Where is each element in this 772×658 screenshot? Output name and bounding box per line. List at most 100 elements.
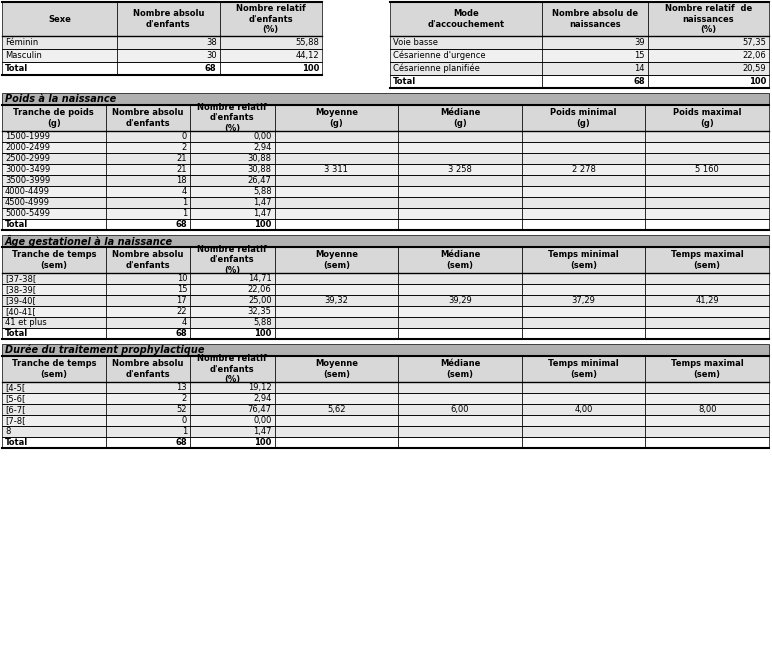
Text: 5,88: 5,88 (253, 187, 272, 196)
Text: Sexe: Sexe (48, 14, 71, 24)
Bar (2, 356, 106, 382)
Text: 17: 17 (177, 296, 187, 305)
Bar (542, 49, 648, 62)
Bar (106, 219, 190, 230)
Text: 100: 100 (254, 329, 272, 338)
Text: Nombre absolu
d'enfants: Nombre absolu d'enfants (112, 359, 184, 379)
Text: 2,94: 2,94 (253, 143, 272, 152)
Bar (2, 142, 106, 153)
Bar (398, 415, 522, 426)
Bar (275, 142, 398, 153)
Text: 57,35: 57,35 (742, 38, 766, 47)
Text: 30,88: 30,88 (248, 165, 272, 174)
Bar (275, 356, 398, 382)
Bar (106, 131, 190, 142)
Bar (2, 426, 106, 437)
Bar (190, 415, 275, 426)
Bar (2, 344, 769, 356)
Text: [39-40[: [39-40[ (5, 296, 36, 305)
Bar (542, 62, 648, 75)
Bar (2, 382, 106, 393)
Bar (522, 186, 645, 197)
Text: [7-8[: [7-8[ (5, 416, 25, 425)
Bar (398, 142, 522, 153)
Bar (106, 142, 190, 153)
Text: 26,47: 26,47 (248, 176, 272, 185)
Bar (190, 175, 275, 186)
Text: Nombre relatif
d'enfants
(%): Nombre relatif d'enfants (%) (198, 245, 267, 275)
Bar (648, 36, 769, 49)
Bar (2, 36, 117, 49)
Bar (190, 142, 275, 153)
Text: 39,29: 39,29 (448, 296, 472, 305)
Text: Poids à la naissance: Poids à la naissance (5, 94, 117, 104)
Bar (398, 317, 522, 328)
Bar (106, 273, 190, 284)
Text: 3500-3999: 3500-3999 (5, 176, 50, 185)
Text: [5-6[: [5-6[ (5, 394, 25, 403)
Text: Voie basse: Voie basse (393, 38, 438, 47)
Text: Césarienne d'urgence: Césarienne d'urgence (393, 51, 486, 61)
Text: 100: 100 (254, 220, 272, 229)
Text: 1: 1 (182, 198, 187, 207)
Bar (522, 328, 645, 339)
Bar (390, 75, 542, 88)
Text: 100: 100 (302, 64, 319, 73)
Text: Temps maximal
(sem): Temps maximal (sem) (671, 250, 743, 270)
Text: 2: 2 (182, 143, 187, 152)
Bar (522, 415, 645, 426)
Bar (522, 295, 645, 306)
Text: Mode
d'accouchement: Mode d'accouchement (427, 9, 504, 29)
Text: 25,00: 25,00 (248, 296, 272, 305)
Bar (390, 36, 542, 49)
Bar (2, 93, 769, 105)
Text: 0: 0 (182, 132, 187, 141)
Text: 52: 52 (177, 405, 187, 414)
Bar (2, 247, 106, 273)
Bar (106, 426, 190, 437)
Text: Tranche de temps
(sem): Tranche de temps (sem) (12, 359, 96, 379)
Text: [38-39[: [38-39[ (5, 285, 36, 294)
Bar (522, 164, 645, 175)
Bar (390, 49, 542, 62)
Text: 76,47: 76,47 (248, 405, 272, 414)
Bar (275, 247, 398, 273)
Bar (2, 306, 106, 317)
Text: Masculin: Masculin (5, 51, 42, 60)
Bar (645, 273, 769, 284)
Text: Nombre relatif
d'enfants
(%): Nombre relatif d'enfants (%) (198, 354, 267, 384)
Bar (190, 186, 275, 197)
Text: Moyenne
(sem): Moyenne (sem) (315, 250, 358, 270)
Bar (275, 426, 398, 437)
Bar (645, 415, 769, 426)
Bar (2, 273, 106, 284)
Bar (522, 105, 645, 131)
Text: 68: 68 (205, 64, 217, 73)
Bar (398, 105, 522, 131)
Bar (648, 49, 769, 62)
Bar (645, 131, 769, 142)
Text: 0,00: 0,00 (253, 416, 272, 425)
Text: Nombre absolu
d'enfants: Nombre absolu d'enfants (112, 109, 184, 128)
Bar (398, 175, 522, 186)
Bar (275, 317, 398, 328)
Text: 68: 68 (633, 77, 645, 86)
Bar (275, 382, 398, 393)
Bar (645, 404, 769, 415)
Text: Temps minimal
(sem): Temps minimal (sem) (548, 250, 619, 270)
Bar (2, 186, 106, 197)
Text: 4: 4 (182, 187, 187, 196)
Text: 30: 30 (206, 51, 217, 60)
Text: 1: 1 (182, 209, 187, 218)
Text: 5 160: 5 160 (696, 165, 719, 174)
Bar (2, 105, 106, 131)
Bar (645, 247, 769, 273)
Bar (106, 437, 190, 448)
Bar (645, 208, 769, 219)
Bar (522, 393, 645, 404)
Text: Total: Total (5, 220, 29, 229)
Bar (219, 2, 322, 36)
Bar (522, 142, 645, 153)
Text: 55,88: 55,88 (295, 38, 319, 47)
Bar (275, 208, 398, 219)
